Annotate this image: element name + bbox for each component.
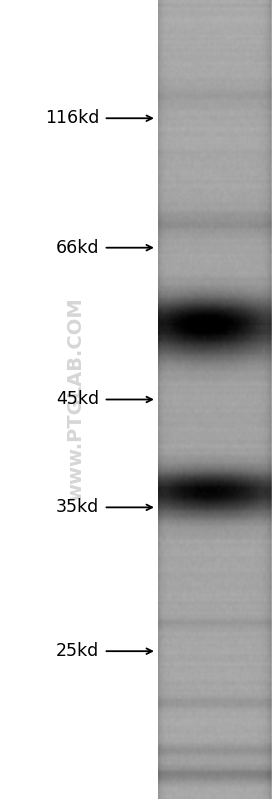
Text: 35kd: 35kd [56,499,99,516]
Text: 25kd: 25kd [56,642,99,660]
Text: 116kd: 116kd [45,109,99,127]
Text: 66kd: 66kd [56,239,99,256]
Bar [272,0,280,799]
Text: 45kd: 45kd [56,391,99,408]
Text: www.PTGLAB.COM: www.PTGLAB.COM [66,297,85,502]
